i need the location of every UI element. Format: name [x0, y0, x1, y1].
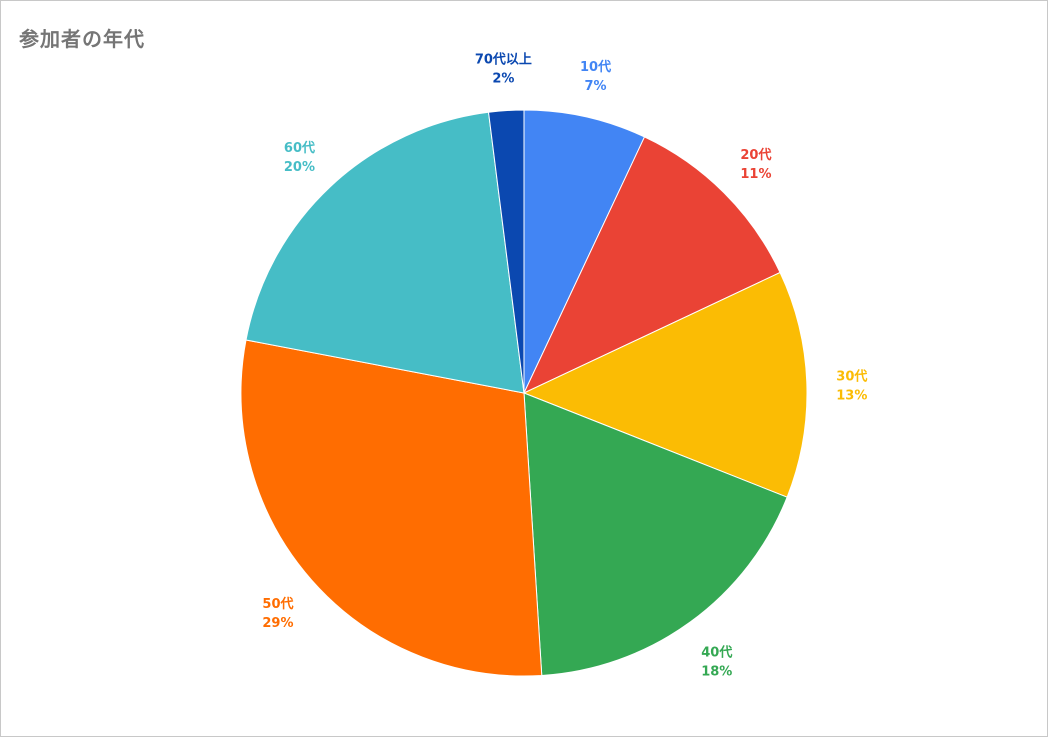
- slice-label: 30代 13%: [836, 369, 867, 404]
- slice-category: 70代以上: [475, 52, 532, 68]
- slice-category: 40代: [701, 644, 732, 660]
- slice-percent: 2%: [492, 72, 514, 87]
- slice-category: 10代: [580, 59, 611, 75]
- slice-category: 30代: [836, 369, 867, 385]
- slice-category: 50代: [262, 596, 293, 612]
- slice-category: 60代: [284, 140, 315, 156]
- pie-slice: [522, 136, 781, 395]
- pie-slice: [522, 271, 808, 498]
- slice-percent: 7%: [585, 79, 607, 94]
- slice-label: 50代 29%: [262, 596, 293, 631]
- slice-percent: 11%: [740, 167, 771, 182]
- pie-slice: [240, 339, 543, 677]
- slice-label: 40代 18%: [701, 644, 732, 679]
- slice-label: 60代 20%: [284, 140, 315, 175]
- slice-percent: 13%: [836, 389, 867, 404]
- slice-percent: 20%: [284, 160, 315, 175]
- slice-label: 10代 7%: [580, 59, 611, 94]
- slice-label: 70代以上 2%: [475, 52, 532, 87]
- pie-slice: [523, 392, 788, 676]
- pie-slice: [487, 109, 525, 394]
- pie-slice: [245, 111, 525, 394]
- pie-slice: [523, 109, 646, 394]
- pie-slices: [240, 109, 808, 677]
- slice-label: 20代 11%: [740, 147, 771, 182]
- chart-title: 参加者の年代: [19, 27, 145, 51]
- slice-labels: 10代 7%20代 11%30代 13%40代 18%50代 29%60代 20%70代以上…: [262, 52, 867, 680]
- slice-percent: 29%: [262, 616, 293, 631]
- slice-category: 20代: [740, 147, 771, 163]
- slice-percent: 18%: [701, 664, 732, 679]
